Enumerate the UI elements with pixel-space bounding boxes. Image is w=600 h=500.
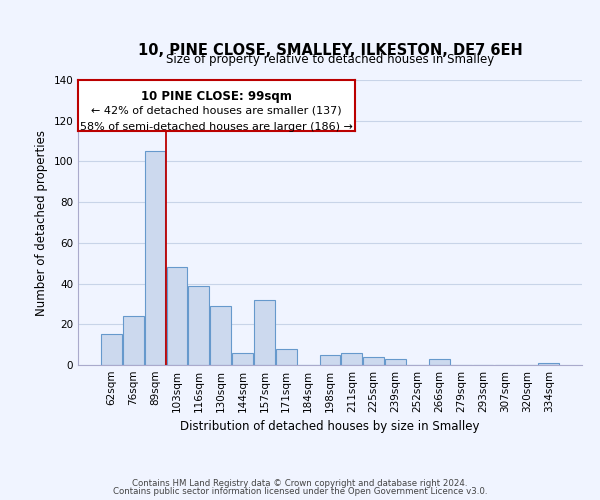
Title: 10, PINE CLOSE, SMALLEY, ILKESTON, DE7 6EH: 10, PINE CLOSE, SMALLEY, ILKESTON, DE7 6… bbox=[137, 43, 523, 58]
Bar bbox=[320, 355, 340, 365]
Text: Contains HM Land Registry data © Crown copyright and database right 2024.: Contains HM Land Registry data © Crown c… bbox=[132, 478, 468, 488]
Bar bbox=[429, 359, 450, 365]
Text: Contains public sector information licensed under the Open Government Licence v3: Contains public sector information licen… bbox=[113, 487, 487, 496]
Bar bbox=[101, 334, 122, 365]
X-axis label: Distribution of detached houses by size in Smalley: Distribution of detached houses by size … bbox=[180, 420, 480, 434]
Bar bbox=[167, 268, 187, 365]
Bar bbox=[341, 353, 362, 365]
Text: Size of property relative to detached houses in Smalley: Size of property relative to detached ho… bbox=[166, 52, 494, 66]
Bar bbox=[385, 359, 406, 365]
Bar bbox=[188, 286, 209, 365]
Bar bbox=[210, 306, 231, 365]
Bar bbox=[232, 353, 253, 365]
Bar bbox=[276, 348, 296, 365]
Bar bbox=[364, 357, 384, 365]
Bar bbox=[145, 151, 166, 365]
Bar bbox=[538, 363, 559, 365]
Y-axis label: Number of detached properties: Number of detached properties bbox=[35, 130, 48, 316]
Bar bbox=[254, 300, 275, 365]
Bar bbox=[123, 316, 143, 365]
